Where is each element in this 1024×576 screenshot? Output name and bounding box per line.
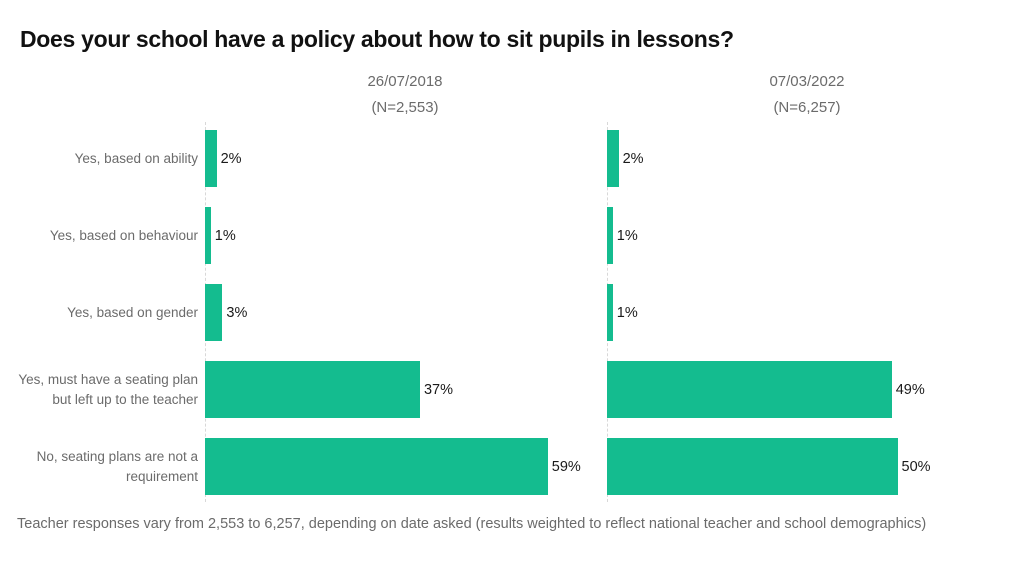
- category-label: Yes, must have a seating plan but left u…: [18, 371, 198, 407]
- data-label: 49%: [895, 381, 925, 398]
- category-label: Yes, based on gender: [67, 304, 198, 320]
- bar: [607, 207, 613, 264]
- data-label: 37%: [423, 381, 453, 398]
- panel-n-label: (N=2,553): [371, 99, 439, 116]
- data-label: 2%: [220, 150, 242, 167]
- data-label: 50%: [901, 458, 931, 475]
- bar: [205, 361, 420, 418]
- category-label: Yes, based on ability: [74, 150, 198, 166]
- panel-n-label: (N=6,257): [773, 99, 841, 116]
- chart-title: Does your school have a policy about how…: [20, 26, 734, 52]
- data-label: 2%: [622, 150, 644, 167]
- panel-date-label: 07/03/2022: [769, 73, 845, 90]
- bar: [205, 130, 217, 187]
- bar: [607, 361, 892, 418]
- footnote: Teacher responses vary from 2,553 to 6,2…: [17, 516, 927, 532]
- data-label: 1%: [214, 227, 236, 244]
- data-label: 59%: [551, 458, 581, 475]
- bar: [205, 207, 211, 264]
- category-label: Yes, based on behaviour: [49, 227, 198, 243]
- bar: [607, 130, 619, 187]
- bar: [205, 438, 548, 495]
- data-label: 1%: [616, 304, 638, 321]
- bar: [205, 284, 223, 341]
- data-label: 3%: [226, 304, 248, 321]
- bar: [607, 284, 613, 341]
- panel-date-label: 26/07/2018: [367, 73, 443, 90]
- category-label: No, seating plans are not a requirement: [36, 448, 198, 484]
- data-label: 1%: [616, 227, 638, 244]
- bar: [607, 438, 898, 495]
